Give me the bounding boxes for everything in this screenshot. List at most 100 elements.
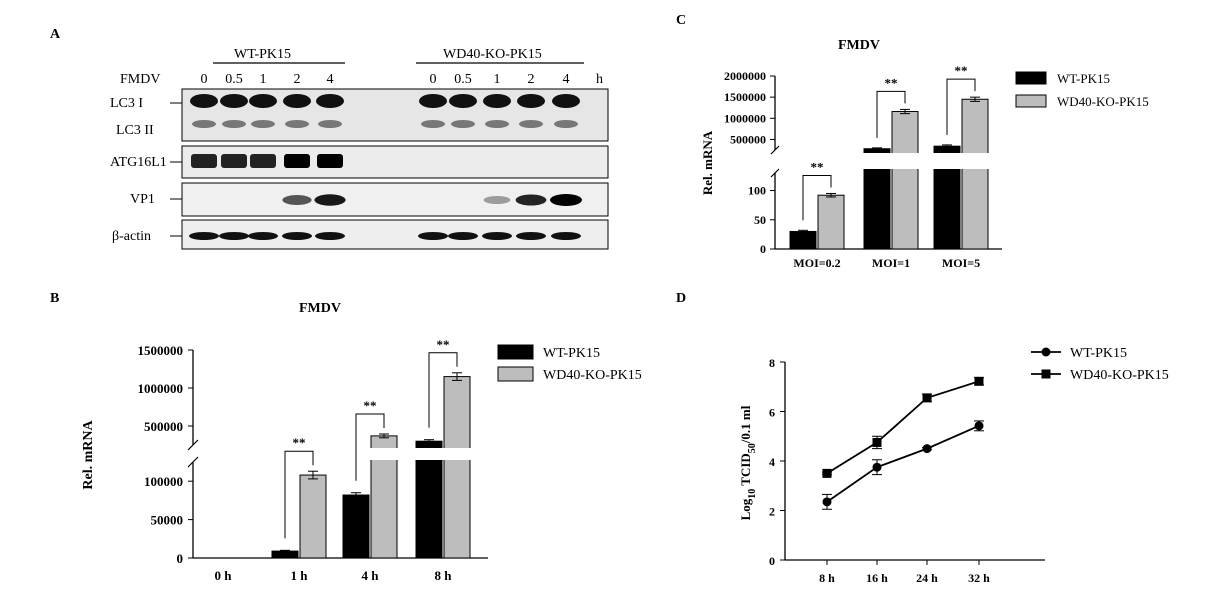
lc3-ii-band bbox=[251, 120, 275, 128]
vp1-band bbox=[483, 195, 511, 205]
lc3-i-band bbox=[190, 94, 218, 108]
vp1-band bbox=[282, 195, 312, 205]
chart-c-ytick-label: 500000 bbox=[730, 132, 766, 146]
atg16l1-band bbox=[221, 154, 247, 168]
chart-d-legend-label: WD40-KO-PK15 bbox=[1070, 368, 1169, 383]
chart-c-xtick-label: MOI=5 bbox=[942, 256, 980, 270]
chart-d-ytick-label: 0 bbox=[769, 554, 775, 568]
chart-c: FMDV Rel. mRNA 0 50 100 500000 1000000 150000… bbox=[700, 38, 1149, 270]
chart-d-xtick-label: 24 h bbox=[916, 571, 938, 585]
lc3-i-band bbox=[220, 94, 248, 108]
chart-b-ytick-label: 1000000 bbox=[138, 381, 184, 396]
lane-time-label: 1 bbox=[494, 72, 501, 87]
lane-time-label: 0 bbox=[201, 72, 208, 87]
lc3-ii-band bbox=[222, 120, 246, 128]
beta-actin-band bbox=[551, 232, 581, 240]
chart-c-bar bbox=[789, 230, 817, 250]
chart-c-break-mark bbox=[770, 168, 780, 178]
chart-d-ytick-label: 6 bbox=[769, 406, 775, 420]
lc3-ii-band bbox=[519, 120, 543, 128]
lc3-ii-band bbox=[192, 120, 216, 128]
chart-c-significance-bracket bbox=[802, 174, 832, 221]
chart-d-xtick-label: 8 h bbox=[819, 571, 835, 585]
lane-time-label: 2 bbox=[294, 72, 301, 87]
atg16l1-band bbox=[317, 154, 343, 168]
chart-c-ytick-label: 2000000 bbox=[724, 69, 766, 83]
lane-time-label: 4 bbox=[563, 72, 570, 87]
chart-c-xtick-label: MOI=1 bbox=[872, 256, 910, 270]
chart-b-xtick-label: 8 h bbox=[435, 568, 453, 583]
chart-b-bar bbox=[299, 474, 327, 559]
chart-b-xtick-label: 0 h bbox=[215, 568, 233, 583]
row-label-lc3-i: LC3 I bbox=[110, 96, 143, 111]
blot-lc3 bbox=[181, 88, 609, 142]
lc3-i-band bbox=[316, 94, 344, 108]
chart-b-ylabel: Rel. mRNA bbox=[81, 420, 96, 490]
vp1-band bbox=[314, 194, 346, 206]
lc3-ii-band bbox=[485, 120, 509, 128]
lc3-ii-band bbox=[421, 120, 445, 128]
beta-actin-band bbox=[248, 232, 278, 240]
chart-d-ylabel: Log10 TCID50/0.1 ml bbox=[738, 405, 758, 520]
chart-b: FMDV Rel. mRNA 0 50000 100000 500000 1000000… bbox=[81, 301, 642, 583]
chart-c-bar bbox=[961, 98, 989, 250]
lc3-ii-band bbox=[318, 120, 342, 128]
atg16l1-band bbox=[284, 154, 310, 168]
lc3-i-band bbox=[517, 94, 545, 108]
chart-c-ylabel: Rel. mRNA bbox=[700, 130, 715, 195]
chart-d-point bbox=[872, 462, 882, 472]
chart-d-point bbox=[822, 497, 832, 507]
lc3-ii-band bbox=[285, 120, 309, 128]
lc3-i-band bbox=[483, 94, 511, 108]
chart-b-xtick-label: 4 h bbox=[362, 568, 380, 583]
beta-actin-band bbox=[448, 232, 478, 240]
chart-c-legend-label: WT-PK15 bbox=[1057, 71, 1110, 86]
chart-b-ytick-label: 0 bbox=[177, 551, 184, 566]
chart-c-bar bbox=[817, 194, 845, 250]
chart-b-break-mark bbox=[187, 456, 199, 468]
chart-b-legend-swatch bbox=[497, 344, 534, 360]
chart-b-break-gap bbox=[409, 448, 477, 460]
chart-b-significance-label: ** bbox=[437, 337, 450, 352]
vp1-band bbox=[550, 194, 582, 206]
chart-d: Log10 TCID50/0.1 ml 0 2 4 6 8 8 h 16 h 24 h 32 h… bbox=[738, 346, 1169, 585]
beta-actin-band bbox=[482, 232, 512, 240]
chart-b-legend-label: WD40-KO-PK15 bbox=[543, 368, 642, 383]
chart-d-ytick-label: 8 bbox=[769, 356, 775, 370]
chart-c-significance-label: ** bbox=[955, 63, 968, 78]
beta-actin-band bbox=[315, 232, 345, 240]
chart-b-bar bbox=[415, 440, 443, 559]
chart-b-significance-bracket bbox=[284, 450, 314, 539]
beta-actin-band bbox=[516, 232, 546, 240]
chart-c-xtick-label: MOI=0.2 bbox=[793, 256, 840, 270]
chart-d-point bbox=[922, 444, 932, 454]
chart-d-legend-marker bbox=[1041, 369, 1051, 379]
chart-d-ytick-label: 2 bbox=[769, 505, 775, 519]
lc3-i-band bbox=[449, 94, 477, 108]
lc3-i-band bbox=[249, 94, 277, 108]
chart-c-break-gap bbox=[857, 153, 925, 169]
chart-b-xtick-label: 1 h bbox=[291, 568, 309, 583]
chart-b-title: FMDV bbox=[299, 301, 341, 316]
panel-b-letter: B bbox=[50, 291, 59, 306]
chart-c-title: FMDV bbox=[838, 38, 880, 53]
chart-b-ytick-label: 50000 bbox=[151, 513, 184, 528]
chart-d-point bbox=[974, 421, 984, 431]
chart-d-ytick-label: 4 bbox=[769, 455, 775, 469]
lane-time-label: 4 bbox=[327, 72, 334, 87]
row-label-atg16l1: ATG16L1 bbox=[110, 155, 167, 170]
chart-d-point bbox=[922, 393, 932, 403]
chart-b-bar bbox=[443, 376, 471, 559]
lane-time-label: 0.5 bbox=[454, 72, 472, 87]
group-label-ko: WD40-KO-PK15 bbox=[443, 47, 542, 62]
lc3-i-band bbox=[419, 94, 447, 108]
chart-c-ytick-label: 1000000 bbox=[724, 111, 766, 125]
lane-time-label: 1 bbox=[260, 72, 267, 87]
group-label-wt: WT-PK15 bbox=[234, 47, 291, 62]
chart-b-ytick-label: 1500000 bbox=[138, 343, 184, 358]
chart-c-legend-swatch bbox=[1015, 94, 1047, 108]
chart-d-series-line bbox=[826, 380, 980, 475]
lane-time-label: 0 bbox=[430, 72, 437, 87]
lane-time-label: 0.5 bbox=[225, 72, 243, 87]
chart-c-significance-bracket bbox=[876, 90, 906, 138]
